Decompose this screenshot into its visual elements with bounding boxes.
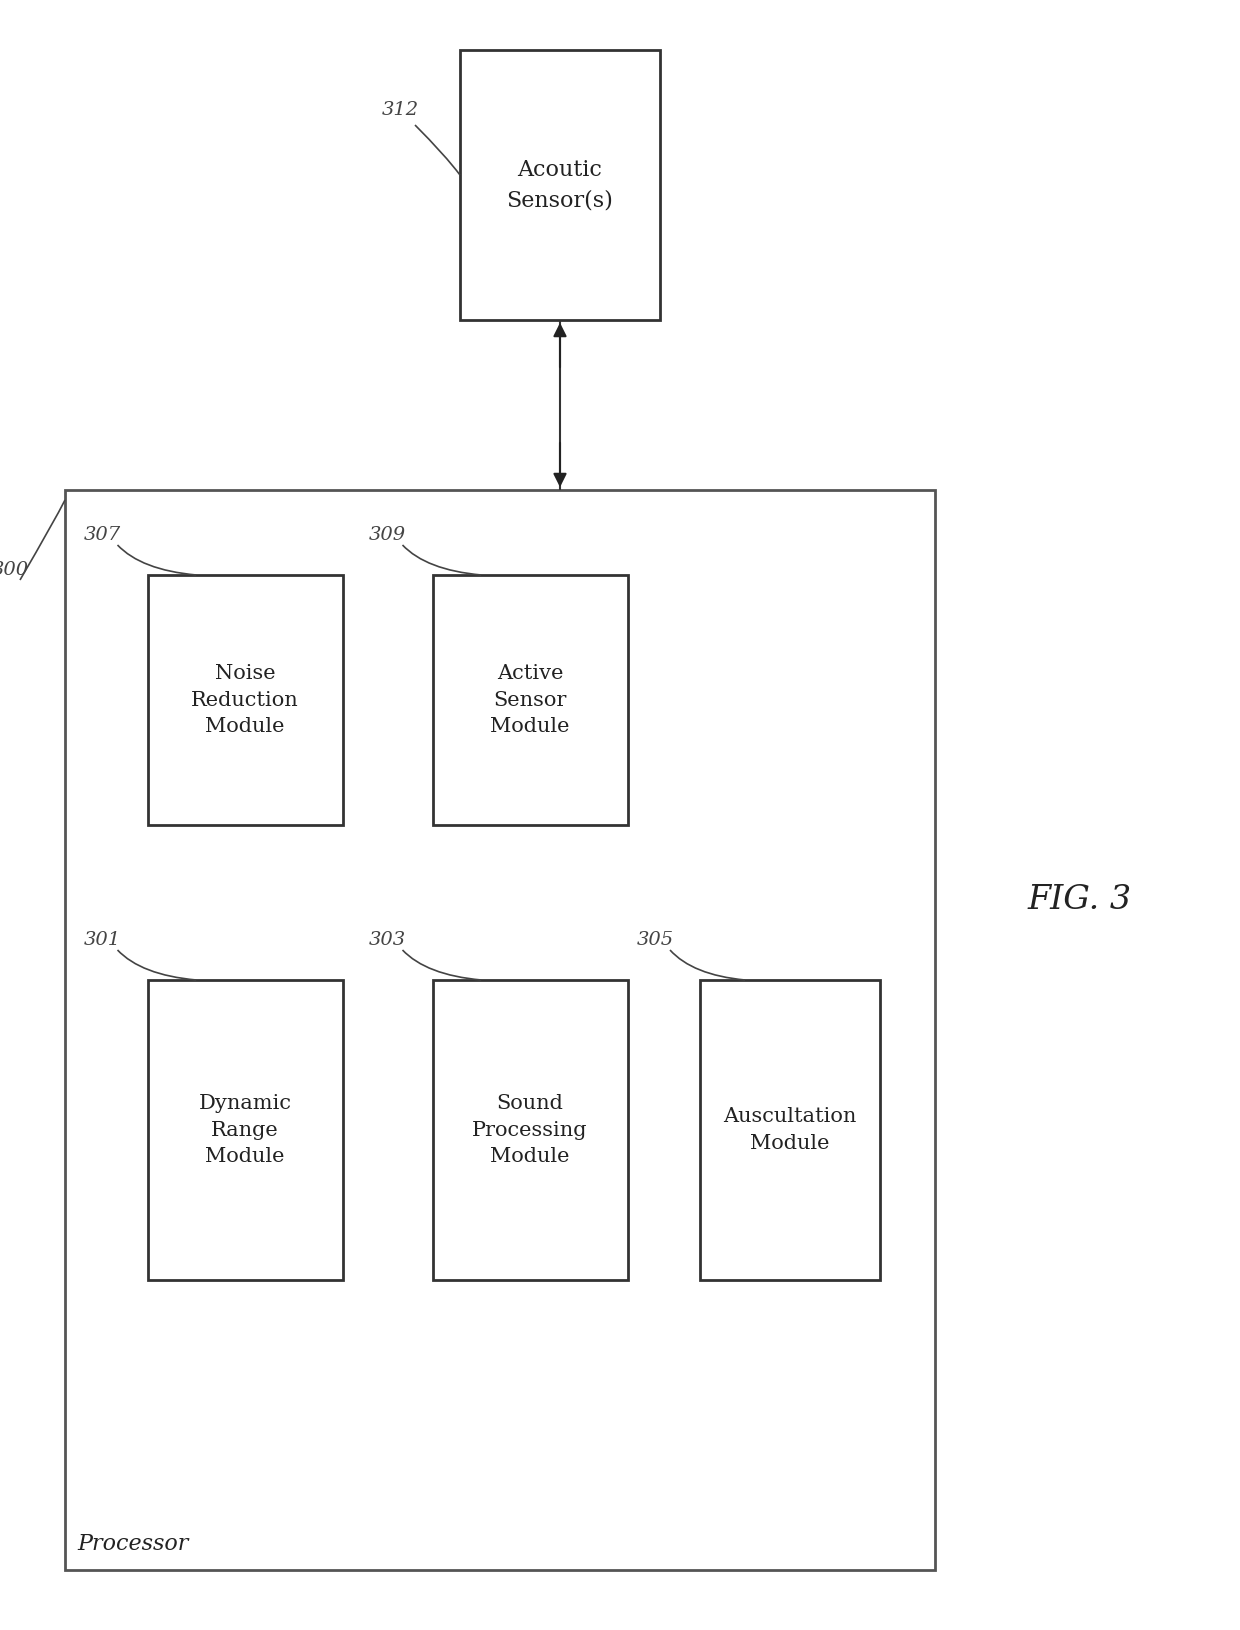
Text: 300: 300 bbox=[0, 561, 29, 579]
Text: Active
Sensor
Module: Active Sensor Module bbox=[490, 663, 569, 737]
FancyBboxPatch shape bbox=[701, 980, 880, 1280]
Text: 312: 312 bbox=[382, 101, 419, 119]
Text: 309: 309 bbox=[370, 526, 405, 544]
Text: 303: 303 bbox=[370, 931, 405, 949]
FancyBboxPatch shape bbox=[148, 575, 342, 825]
Text: Sound
Processing
Module: Sound Processing Module bbox=[472, 1094, 588, 1165]
Text: Dynamic
Range
Module: Dynamic Range Module bbox=[198, 1094, 291, 1165]
Text: 305: 305 bbox=[636, 931, 673, 949]
Text: Noise
Reduction
Module: Noise Reduction Module bbox=[191, 663, 299, 737]
FancyBboxPatch shape bbox=[64, 491, 935, 1570]
FancyBboxPatch shape bbox=[433, 980, 627, 1280]
Text: FIG. 3: FIG. 3 bbox=[1028, 883, 1132, 916]
Text: 307: 307 bbox=[84, 526, 122, 544]
FancyBboxPatch shape bbox=[433, 575, 627, 825]
Text: 301: 301 bbox=[84, 931, 122, 949]
Text: Processor: Processor bbox=[77, 1532, 188, 1555]
Text: Acoutic
Sensor(s): Acoutic Sensor(s) bbox=[507, 158, 614, 212]
FancyBboxPatch shape bbox=[148, 980, 342, 1280]
Text: Auscultation
Module: Auscultation Module bbox=[723, 1107, 857, 1152]
FancyBboxPatch shape bbox=[460, 51, 660, 319]
